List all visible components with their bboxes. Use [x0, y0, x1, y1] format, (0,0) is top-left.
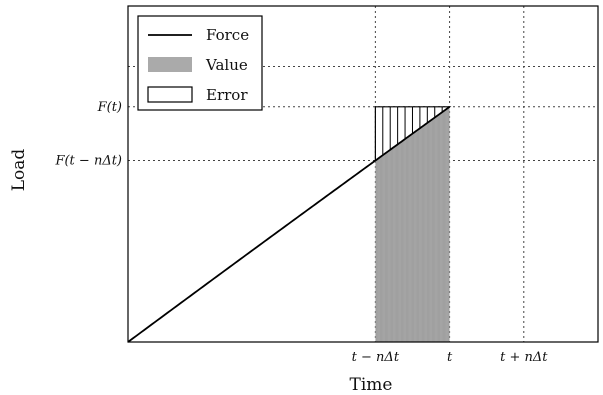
y-axis-label: Load [9, 149, 29, 192]
force-curve [127, 106, 451, 343]
value-region [375, 106, 450, 342]
x-tick-label-0: t − nΔt [352, 350, 400, 365]
tick-labels: t − nΔt t t + nΔt F(t − nΔt) F(t) [54, 100, 548, 365]
force-line [127, 106, 451, 343]
legend-label-force: Force [206, 26, 249, 44]
x-axis-label: Time [350, 375, 393, 395]
y-tick-label-0: F(t − nΔt) [54, 154, 122, 169]
legend-label-error: Error [206, 86, 248, 104]
legend-label-value: Value [205, 56, 248, 74]
legend-swatch-value [148, 57, 192, 72]
x-tick-label-1: t [447, 350, 453, 365]
axes [127, 5, 599, 343]
legend-swatch-error [147, 86, 193, 103]
y-tick-label-1: F(t) [97, 100, 122, 115]
plot-frame [127, 5, 599, 343]
x-tick-label-2: t + nΔt [500, 350, 548, 365]
legend: Force Value Error [137, 15, 263, 111]
